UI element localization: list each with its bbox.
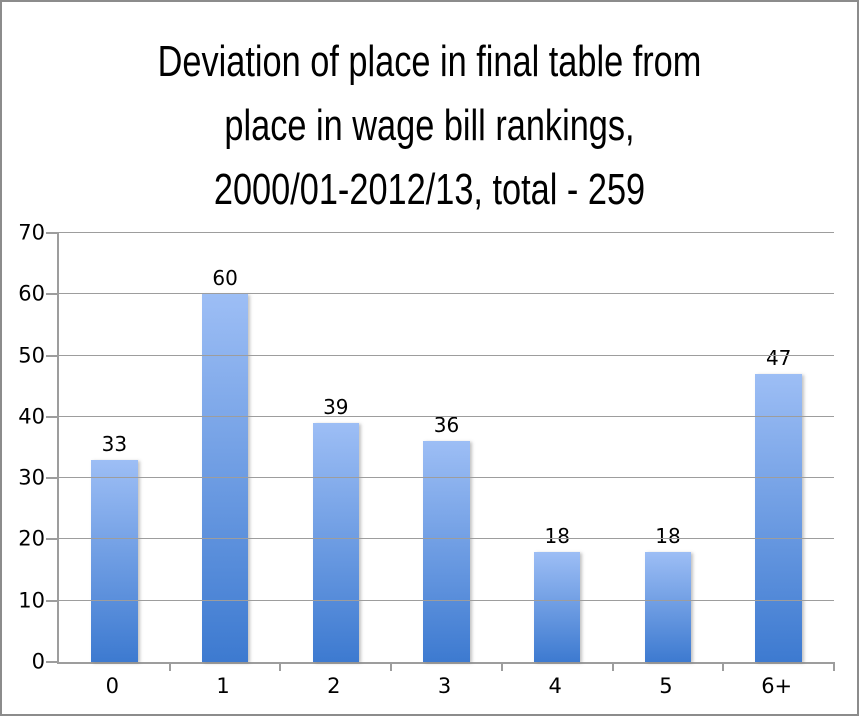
y-tick: [46, 477, 59, 480]
gridline: [59, 415, 834, 417]
x-tick: [833, 662, 835, 671]
x-tick: [500, 662, 503, 671]
x-tick: [611, 662, 614, 671]
x-axis-label: 4: [548, 674, 562, 698]
gridline: [59, 354, 834, 356]
x-axis: 0 1 2 3 4 5 6+: [57, 674, 832, 698]
bar-value-label: 18: [655, 523, 681, 548]
gridline: [59, 293, 834, 295]
y-axis-label: 30: [18, 465, 45, 490]
gridline: [59, 477, 834, 479]
x-tick: [279, 662, 282, 671]
bar-value-label: 60: [212, 266, 238, 291]
y-axis-label: 20: [18, 526, 45, 551]
x-axis-label: 3: [437, 674, 452, 698]
bar-value-label: 33: [101, 431, 128, 456]
x-tick: [168, 662, 171, 671]
y-tick: [46, 661, 59, 663]
y-tick: [46, 293, 59, 296]
y-tick: [46, 415, 59, 418]
bar-value-label: 18: [544, 523, 570, 548]
y-axis-label: 40: [18, 404, 45, 429]
y-axis-label: 70: [18, 220, 45, 245]
bar-value-label: 47: [765, 345, 792, 370]
plot-area: 33 60 39 36 18 18 47: [46, 232, 835, 671]
y-tick: [46, 538, 59, 541]
y-axis-label: 50: [18, 343, 45, 368]
gridline: [59, 599, 834, 601]
bar-value-label: 39: [323, 395, 349, 419]
bar-slot: 36: [391, 233, 502, 662]
x-axis-label: 2: [327, 674, 341, 698]
bar-slot: 18: [613, 233, 724, 662]
y-axis-label: 60: [18, 281, 45, 306]
bar-slot: 39: [280, 233, 391, 662]
gridline: [59, 232, 834, 233]
bar-slot: 18: [502, 233, 613, 662]
x-axis-label: 0: [105, 674, 120, 698]
x-tick: [390, 662, 393, 671]
y-axis: 0 10 20 30 40 50 60 70: [2, 222, 49, 672]
x-axis-label: 1: [216, 674, 230, 698]
y-tick: [46, 232, 59, 234]
bar: [201, 294, 249, 662]
chart-title: Deviation of place in final table from p…: [157, 37, 702, 214]
bar: [312, 423, 360, 662]
y-tick: [46, 354, 59, 357]
x-tick: [722, 662, 725, 671]
bar-value-label: 36: [433, 413, 460, 438]
x-axis-label: 6+: [761, 674, 793, 698]
bar-series: 33 60 39 36 18 18 47: [59, 233, 834, 662]
bar: [91, 459, 138, 662]
y-axis-label: 0: [31, 649, 45, 674]
bar: [755, 373, 802, 662]
y-axis-label: 10: [18, 588, 45, 613]
x-axis-label: 5: [659, 674, 673, 698]
bar: [423, 441, 470, 662]
bar-slot: 60: [170, 233, 281, 662]
bar-slot: 47: [723, 233, 834, 662]
bar: [533, 551, 581, 662]
y-tick: [46, 599, 59, 602]
gridline: [59, 538, 834, 540]
bar-slot: 33: [59, 233, 170, 662]
bar: [644, 551, 692, 662]
